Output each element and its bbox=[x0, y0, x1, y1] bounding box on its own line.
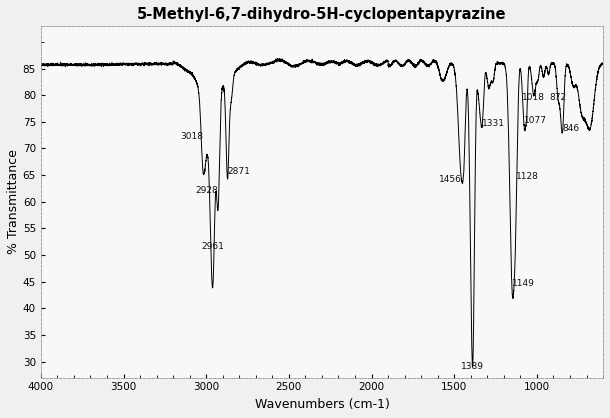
Y-axis label: % Transmittance: % Transmittance bbox=[7, 149, 20, 254]
Text: 1331: 1331 bbox=[482, 119, 505, 128]
X-axis label: Wavenumbers (cm-1): Wavenumbers (cm-1) bbox=[254, 398, 389, 411]
Title: 5-Methyl-6,7-dihydro-5H-cyclopentapyrazine: 5-Methyl-6,7-dihydro-5H-cyclopentapyrazi… bbox=[137, 7, 507, 22]
Text: 1018: 1018 bbox=[522, 92, 545, 102]
Text: 2928: 2928 bbox=[195, 186, 218, 195]
Text: 2871: 2871 bbox=[228, 167, 250, 176]
Text: 846: 846 bbox=[562, 125, 580, 133]
Text: 872: 872 bbox=[550, 92, 567, 102]
Text: 1149: 1149 bbox=[512, 279, 535, 288]
Text: 2961: 2961 bbox=[201, 242, 224, 251]
Text: 1389: 1389 bbox=[461, 362, 484, 371]
Text: 3018: 3018 bbox=[180, 133, 203, 141]
Text: 1077: 1077 bbox=[524, 117, 547, 125]
Text: 1456: 1456 bbox=[439, 175, 462, 184]
Text: 1128: 1128 bbox=[515, 173, 539, 181]
